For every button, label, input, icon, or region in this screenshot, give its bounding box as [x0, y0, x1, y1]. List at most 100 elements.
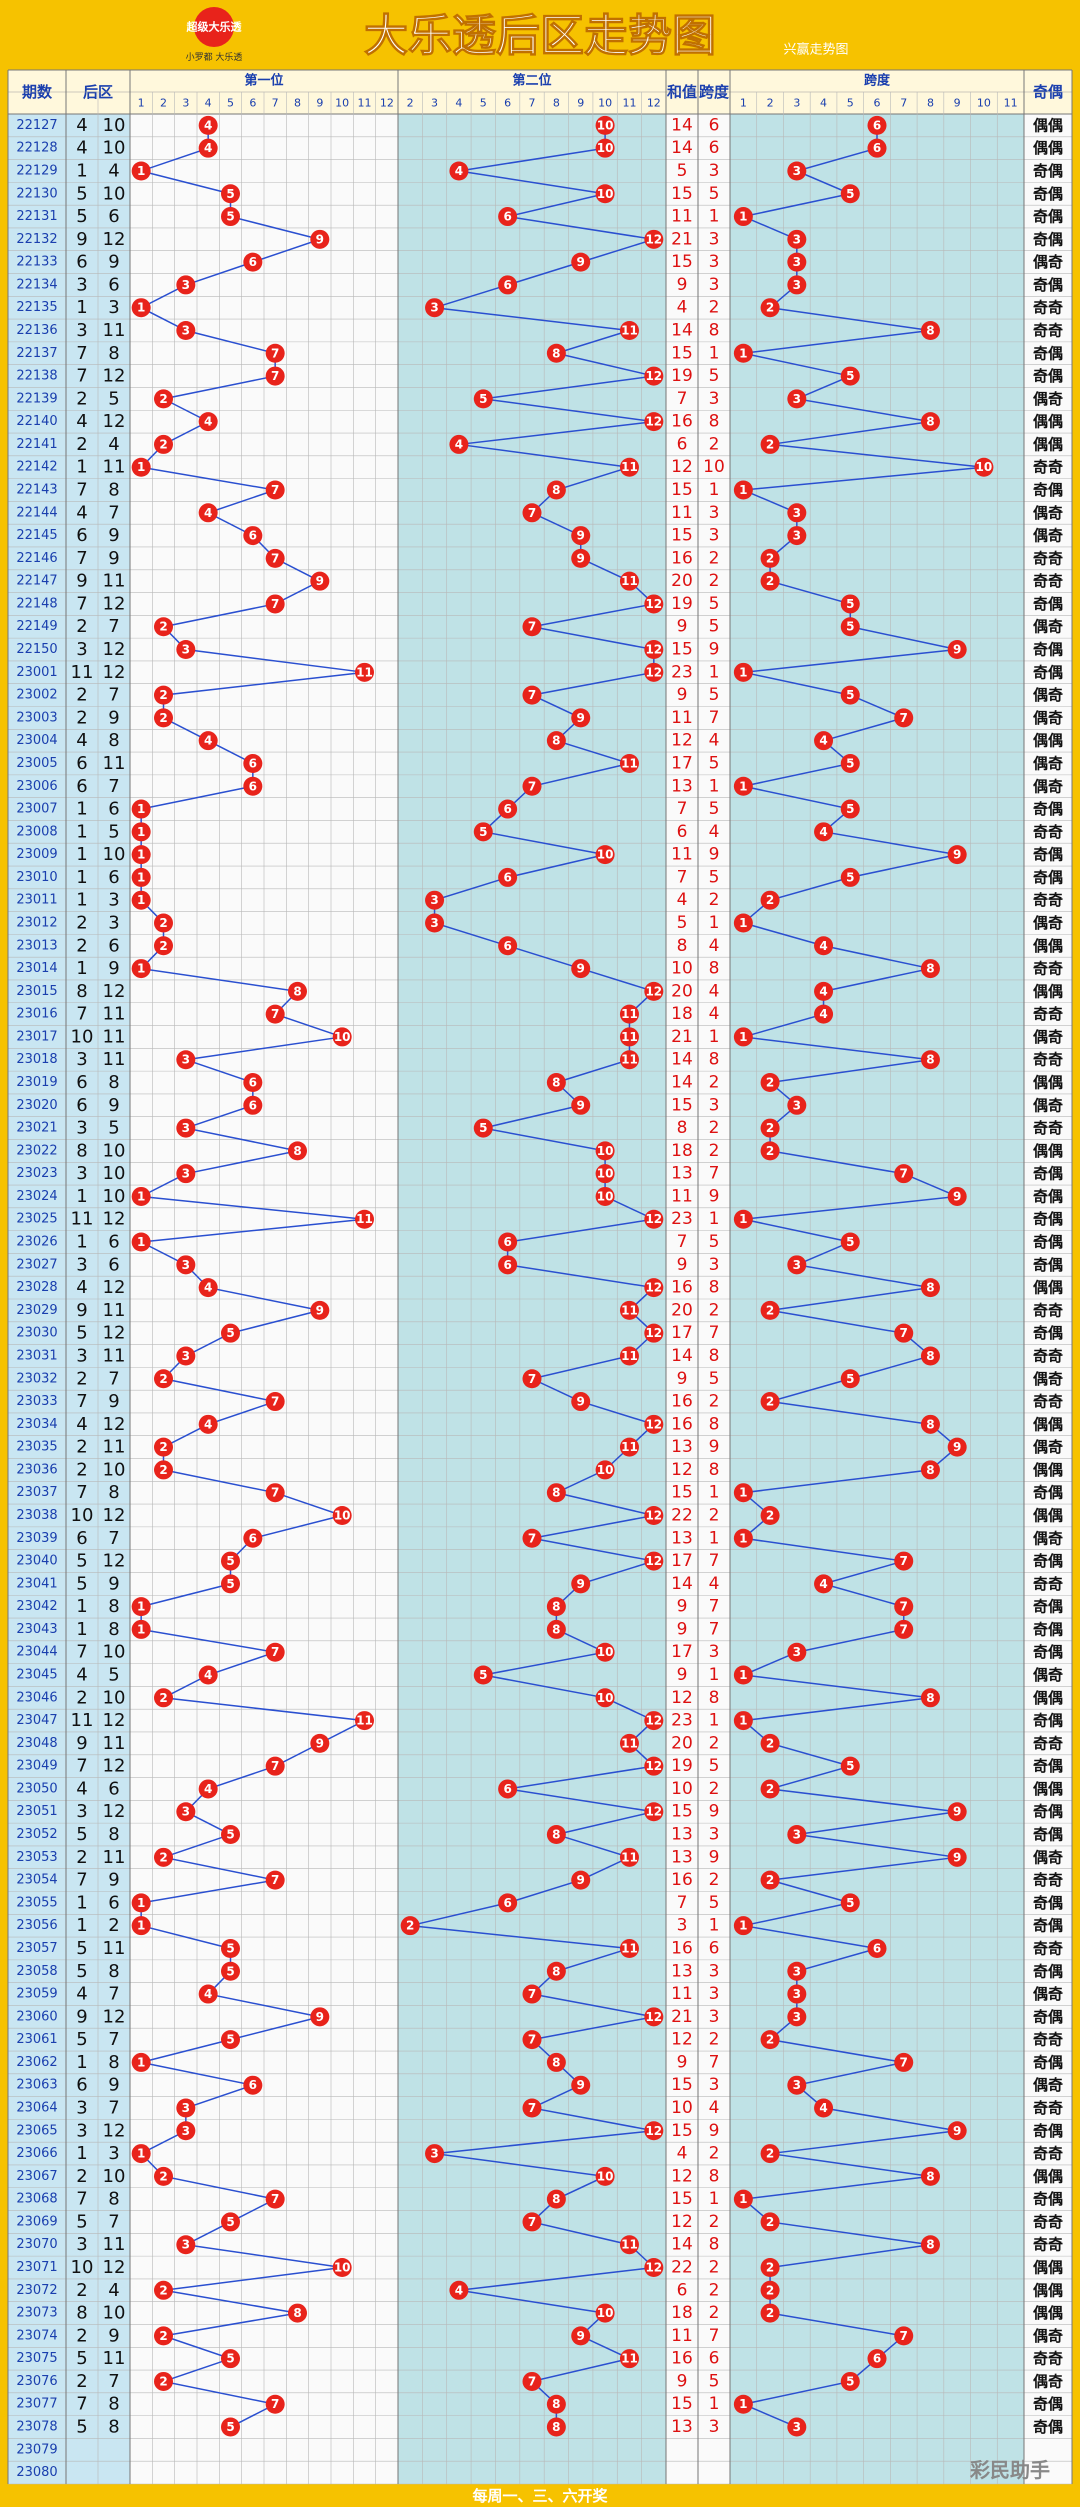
- span: 9: [709, 1186, 720, 1206]
- sub-header: 3: [431, 97, 438, 110]
- ball-label: 5: [226, 1941, 234, 1955]
- back-number: 7: [76, 1870, 87, 1891]
- ball-label: 1: [137, 893, 145, 907]
- back-number: 12: [103, 1551, 126, 1572]
- ball: [425, 913, 445, 933]
- ball-label: 7: [900, 2055, 908, 2069]
- ball-label: 6: [249, 1531, 257, 1545]
- ball-label: 6: [249, 529, 257, 543]
- sum: 7: [677, 867, 688, 887]
- parity: 奇奇: [1033, 2145, 1063, 2163]
- ball-label: 9: [577, 1098, 585, 1112]
- ball-label: 2: [159, 1691, 167, 1705]
- ball: [571, 252, 591, 272]
- ball-label: 7: [900, 1622, 908, 1636]
- sum: 12: [671, 2166, 693, 2186]
- back-number: 12: [103, 1801, 126, 1822]
- ball: [522, 1528, 542, 1548]
- sub-header: 7: [272, 97, 279, 110]
- ball: [894, 1164, 914, 1184]
- ball-label: 1: [137, 1235, 145, 1249]
- issue: 23058: [16, 1964, 57, 1979]
- ball: [644, 1551, 664, 1571]
- issue: 23059: [16, 1987, 57, 2002]
- ball-label: 5: [479, 1668, 487, 1682]
- ball-label: 3: [793, 255, 801, 269]
- back-number: 3: [76, 320, 87, 341]
- ball: [176, 1118, 196, 1138]
- sum: 7: [677, 1232, 688, 1252]
- ball: [265, 1642, 285, 1662]
- ball: [595, 1141, 615, 1161]
- parity: 偶奇: [1033, 1666, 1063, 1684]
- ball-label: 10: [597, 848, 614, 862]
- ball: [473, 389, 493, 409]
- ball: [947, 1847, 967, 1867]
- back-number: 5: [108, 821, 119, 842]
- span: 5: [709, 867, 720, 887]
- issue: 23071: [16, 2260, 57, 2275]
- ball-label: 5: [846, 756, 854, 770]
- back-number: 5: [76, 1551, 87, 1572]
- issue: 22149: [16, 619, 57, 634]
- ball: [619, 1300, 639, 1320]
- span: 7: [709, 2326, 720, 2346]
- ball-label: 4: [455, 437, 463, 451]
- parity: 奇偶: [1033, 230, 1063, 248]
- parity: 奇偶: [1033, 276, 1063, 294]
- ball: [644, 640, 664, 660]
- ball-label: 6: [503, 1258, 511, 1272]
- ball: [644, 662, 664, 682]
- issue: 23068: [16, 2192, 57, 2207]
- span: 3: [709, 161, 720, 181]
- ball: [522, 2371, 542, 2391]
- ball-label: 9: [577, 1873, 585, 1887]
- ball: [619, 1050, 639, 1070]
- ball-label: 6: [503, 1235, 511, 1249]
- ball: [265, 548, 285, 568]
- back-number: 11: [103, 1026, 126, 1047]
- ball: [265, 480, 285, 500]
- sub-header: 9: [577, 97, 584, 110]
- back-number: 10: [71, 1505, 94, 1526]
- ball-label: 11: [621, 460, 638, 474]
- sum: 14: [671, 320, 693, 340]
- ball-label: 5: [226, 1828, 234, 1842]
- sum: 11: [671, 708, 693, 728]
- sum: 9: [677, 1597, 688, 1617]
- ball-label: 6: [503, 1896, 511, 1910]
- ball-label: 1: [137, 825, 145, 839]
- ball-label: 2: [766, 2261, 774, 2275]
- ball-label: 1: [137, 848, 145, 862]
- back-number: 9: [108, 1391, 119, 1412]
- ball: [498, 1779, 518, 1799]
- parity: 偶奇: [1033, 1370, 1063, 1388]
- back-number: 5: [76, 1824, 87, 1845]
- parity: 偶偶: [1033, 982, 1063, 1000]
- parity: 偶奇: [1033, 504, 1063, 522]
- issue: 23026: [16, 1235, 57, 1250]
- parity: 偶偶: [1033, 139, 1063, 157]
- ball-label: 9: [953, 2124, 961, 2138]
- ball: [221, 1551, 240, 1571]
- ball-label: 3: [182, 1258, 190, 1272]
- ball-label: 2: [159, 1850, 167, 1864]
- ball-label: 1: [137, 1919, 145, 1933]
- ball: [760, 1392, 780, 1412]
- back-number: 2: [76, 707, 87, 728]
- span: 8: [709, 2166, 720, 2186]
- sub-header: 6: [874, 97, 881, 110]
- ball: [760, 1733, 780, 1753]
- ball: [571, 959, 591, 979]
- ball: [221, 1323, 240, 1343]
- ball-label: 1: [137, 164, 145, 178]
- parity: 偶奇: [1033, 253, 1063, 271]
- ball: [243, 252, 263, 272]
- ball-label: 2: [159, 711, 167, 725]
- back-number: 7: [108, 2371, 119, 2392]
- back-number: 9: [108, 2325, 119, 2346]
- back-number: 7: [76, 2189, 87, 2210]
- issue: 22129: [16, 163, 57, 178]
- sum: 10: [671, 2098, 693, 2118]
- ball-label: 4: [819, 984, 827, 998]
